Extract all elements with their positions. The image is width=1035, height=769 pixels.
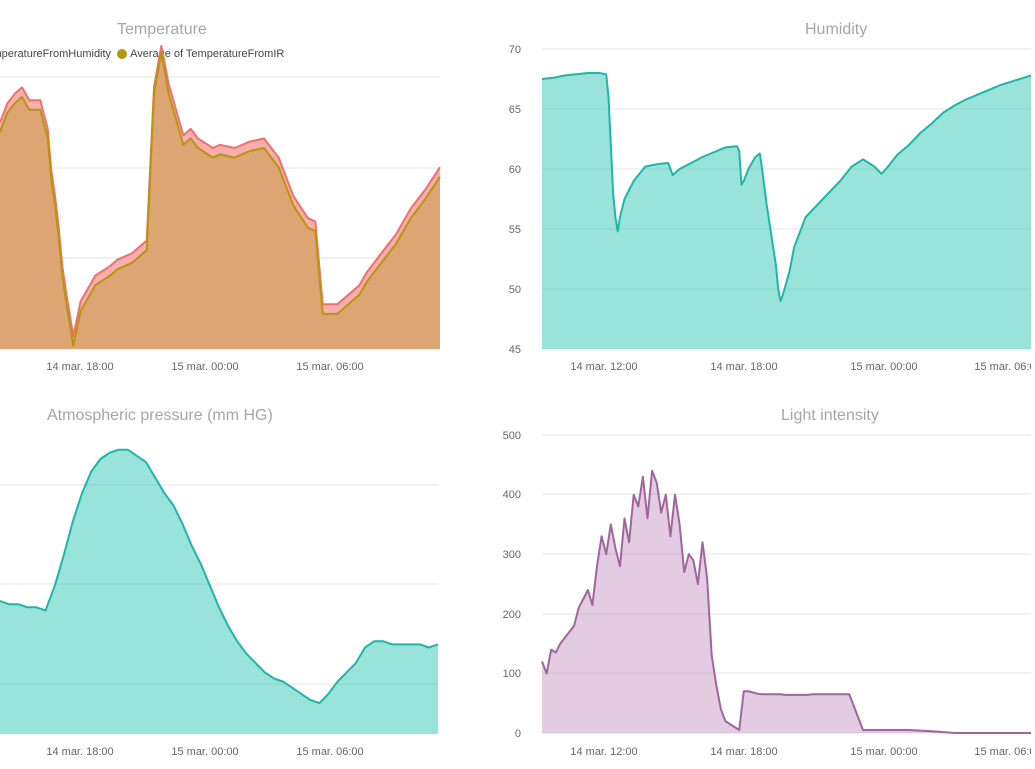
x-tick-label: 14 mar. 18:00 xyxy=(710,361,777,373)
series-area-1 xyxy=(0,449,438,734)
y-tick-label: 100 xyxy=(503,668,521,680)
chart-title: Humidity xyxy=(805,21,868,38)
x-tick-label: 15 mar. 06:00 xyxy=(974,361,1035,373)
x-tick-label: 15 mar. 06:00 xyxy=(974,746,1035,758)
series-area-1 xyxy=(542,73,1035,349)
x-tick-label: 15 mar. 00:00 xyxy=(171,361,238,373)
x-tick-label: 15 mar. 00:00 xyxy=(850,746,917,758)
legend-marker-ir xyxy=(117,49,128,59)
humidity-plot: 14 mar. 12:00 14 mar. 18:00 15 mar. 00:00 1… xyxy=(509,44,1035,373)
x-tick-label: 15 mar. 00:00 xyxy=(171,746,238,758)
x-tick-label: 14 mar. 12:00 xyxy=(570,746,637,758)
x-tick-label: 14 mar. 18:00 xyxy=(46,361,113,373)
legend-label-ir: Average of TemperatureFromIR xyxy=(130,48,285,60)
temperature-chart: Temperature Average of TemperatureFromHu… xyxy=(0,0,460,385)
chart-title: Temperature xyxy=(117,21,207,38)
y-tick-label: 0 xyxy=(515,728,521,740)
x-tick-label: 14 mar. 12:00 xyxy=(570,361,637,373)
temperature-plot: 14 mar. 18:00 15 mar. 00:00 15 mar. 06:00 xyxy=(0,44,441,373)
series-area-1 xyxy=(542,470,1035,733)
y-tick-label: 400 xyxy=(503,489,521,501)
x-tick-label: 15 mar. 00:00 xyxy=(850,361,917,373)
light-plot: 14 mar. 12:00 14 mar. 18:00 15 mar. 00:00 1… xyxy=(503,430,1035,758)
series-line-1 xyxy=(0,448,439,705)
legend-label-humidity: Average of TemperatureFromHumidity xyxy=(0,48,112,60)
x-tick-label: 14 mar. 18:00 xyxy=(710,746,777,758)
series-line-2 xyxy=(0,51,441,347)
y-tick-label: 200 xyxy=(503,609,521,621)
light-chart: Light intensity 14 mar. 12:00 14 mar. 18:… xyxy=(490,385,1035,769)
y-tick-label: 70 xyxy=(509,44,521,56)
y-tick-label: 500 xyxy=(503,430,521,442)
chart-legend: Average of TemperatureFromHumidity Avera… xyxy=(0,48,284,60)
y-tick-label: 60 xyxy=(509,164,521,176)
y-tick-label: 55 xyxy=(509,224,521,236)
series-area-2 xyxy=(0,52,440,350)
series-line-1 xyxy=(0,44,441,338)
y-tick-label: 300 xyxy=(503,549,521,561)
x-tick-label: 14 mar. 18:00 xyxy=(46,746,113,758)
right-edge-border xyxy=(1031,0,1035,769)
pressure-chart: Atmospheric pressure (mm HG) 14 mar. 18:… xyxy=(0,385,460,769)
humidity-chart: Humidity 14 mar. 12:00 14 mar. 18:00 15 ma… xyxy=(490,0,1035,385)
chart-title: Light intensity xyxy=(781,407,879,424)
x-tick-label: 15 mar. 06:00 xyxy=(296,361,363,373)
pressure-plot: 14 mar. 18:00 15 mar. 00:00 15 mar. 06:00 xyxy=(0,448,439,758)
y-tick-label: 65 xyxy=(509,104,521,116)
y-tick-label: 45 xyxy=(509,344,521,356)
series-line-1 xyxy=(541,469,1035,734)
chart-title: Atmospheric pressure (mm HG) xyxy=(47,407,273,424)
y-tick-label: 50 xyxy=(509,284,521,296)
x-tick-label: 15 mar. 06:00 xyxy=(296,746,363,758)
series-line-1 xyxy=(541,72,1035,302)
